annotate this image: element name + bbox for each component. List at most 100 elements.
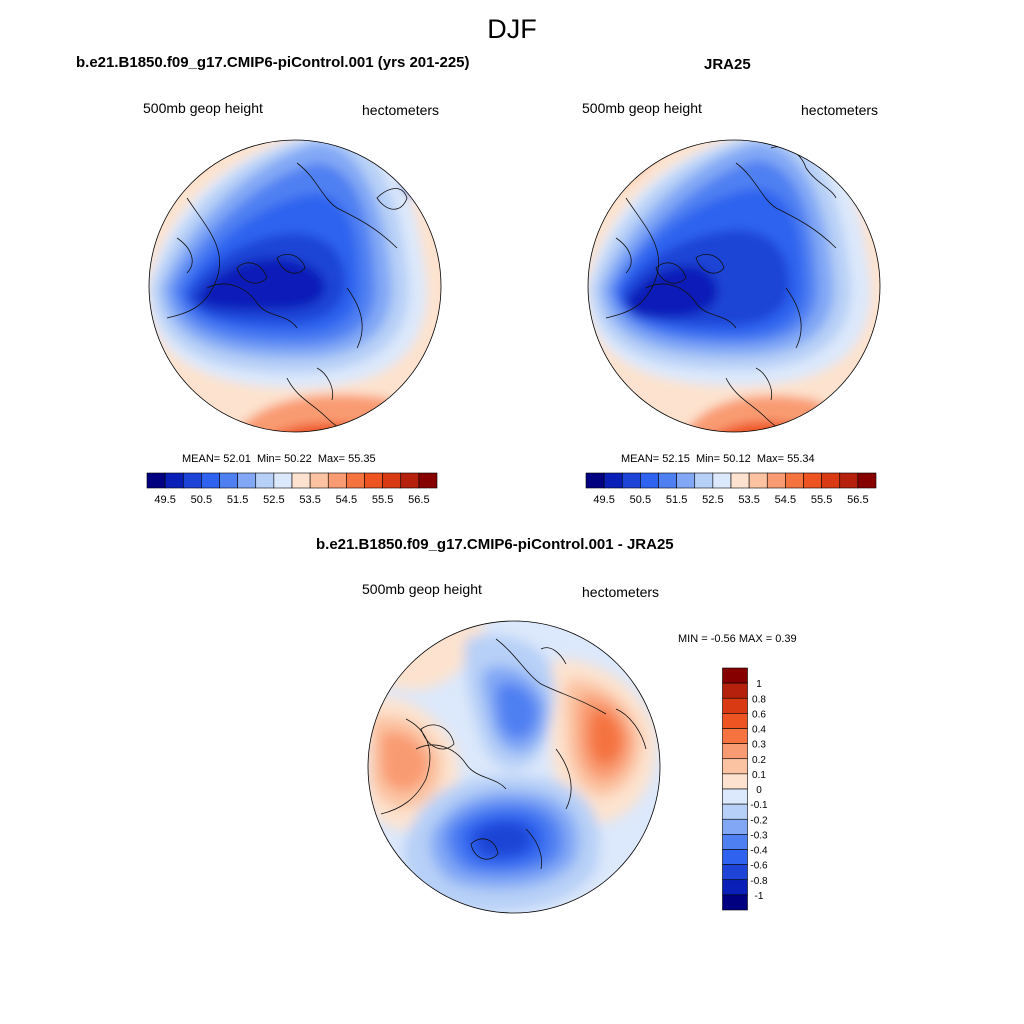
panel1-stats: MEAN= 52.01 Min= 50.22 Max= 55.35 (182, 453, 376, 465)
panel1-colorbar-tick: 55.5 (372, 494, 393, 506)
panel3-title: b.e21.B1850.f09_g17.CMIP6-piControl.001 … (316, 536, 674, 553)
panel2-mean: 52.15 (662, 453, 690, 465)
panel2-colorbar-box (821, 472, 841, 489)
panel2-max: 55.34 (787, 453, 815, 465)
panel3-colorbar-tick: 0.4 (752, 725, 766, 736)
panel1-colorbar-box (182, 472, 202, 489)
panel2-colorbar-box (640, 472, 659, 489)
panel3-colorbar-box (722, 834, 748, 850)
panel1-colorbar-tick: 56.5 (408, 494, 429, 506)
panel2-units-label: hectometers (801, 102, 879, 118)
panel2-colorbar-box (748, 472, 768, 489)
panel1-colorbar-box (309, 472, 329, 489)
panel1-colorbar-tick: 54.5 (336, 494, 357, 506)
panel2-variable-label: 500mb geop height (582, 100, 702, 116)
panel3-colorbar-tick: 0.1 (752, 770, 766, 781)
panel3-colorbar-box (722, 682, 748, 699)
panel1-colorbar-box (291, 472, 311, 489)
panel2-colorbar-box (730, 472, 750, 489)
panel1-variable-label: 500mb geop height (143, 100, 263, 116)
panel3-colorbar-box (722, 879, 748, 896)
panel1-colorbar-box (382, 472, 402, 489)
panel2-colorbar-box (712, 472, 732, 489)
panel2-colorbar-box (857, 472, 877, 489)
panel1-map (148, 139, 442, 433)
panel2-colorbar-tick: 55.5 (811, 494, 832, 506)
panel1-max: 55.35 (348, 453, 376, 465)
season-title: DJF (487, 14, 537, 44)
panel3-colorbar-tick: -0.3 (750, 830, 768, 841)
panel3-colorbar-box (722, 667, 748, 684)
panel1-colorbar-box (364, 472, 383, 489)
panel3-colorbar-tick: -0.4 (750, 846, 768, 857)
panel2-colorbar-box (766, 472, 786, 489)
panel3-colorbar-box (722, 758, 748, 775)
panel1-colorbar-box (237, 472, 257, 489)
panel3-units-label: hectometers (582, 584, 660, 600)
panel3-colorbar-tick: -0.2 (750, 815, 768, 826)
panel2-colorbar-tick: 51.5 (666, 494, 687, 506)
panel3-colorbar-tick: -1 (755, 891, 764, 902)
panel1-colorbar-box (346, 472, 365, 489)
panel2-stats: MEAN= 52.15 Min= 50.12 Max= 55.34 (621, 453, 815, 465)
panel3-colorbar-box (722, 788, 748, 805)
panel1-min: 50.22 (284, 453, 312, 465)
panel2-colorbar-tick: 50.5 (630, 494, 651, 506)
panel1-colorbar-box (418, 472, 438, 489)
panel2-colorbar-tick: 49.5 (593, 494, 614, 506)
panel1-colorbar-tick: 52.5 (263, 494, 284, 506)
panel1-colorbar-box (273, 472, 293, 489)
panel3-colorbar-box (722, 713, 748, 729)
panel3-colorbar-box (722, 728, 748, 744)
panel2-colorbar-tick: 56.5 (847, 494, 868, 506)
panel1-colorbar-box (146, 472, 166, 489)
panel3-colorbar-tick: 0.2 (752, 755, 766, 766)
panel3-colorbar-tick: -0.1 (750, 800, 768, 811)
panel2-map (587, 139, 881, 433)
panel2-colorbar-box (785, 472, 804, 489)
panel3-colorbar-tick: 0 (756, 785, 762, 796)
panel2-colorbar: 49.5 50.5 51.5 52.5 53.5 54.5 55.5 56.5 (585, 472, 877, 506)
panel3-variable-label: 500mb geop height (362, 581, 482, 597)
panel1-colorbar-box (164, 472, 184, 489)
panel1-colorbar-tick: 49.5 (154, 494, 175, 506)
panel2-colorbar-box (621, 472, 641, 489)
panel3-colorbar-box (722, 697, 748, 714)
panel2-colorbar-tick: 52.5 (702, 494, 723, 506)
panel2-colorbar-tick: 54.5 (775, 494, 796, 506)
panel3-colorbar-box (722, 818, 748, 835)
panel1-colorbar-tick: 50.5 (191, 494, 212, 506)
panel3-colorbar-tick: 1 (756, 679, 762, 690)
panel3-map (367, 620, 661, 914)
panel1-units-label: hectometers (362, 102, 440, 118)
panel3-colorbar: 1 0.8 0.6 0.4 0.3 0.2 0.1 0 -0.1 -0.2 -0.3 -0.4 -0.6… (722, 667, 768, 911)
panel3-colorbar-box (722, 803, 748, 820)
panel2-colorbar-box (603, 472, 623, 489)
panel3-stats: MIN = -0.56 MAX = 0.39 (678, 633, 797, 645)
panel3-colorbar-tick: 0.3 (752, 740, 766, 751)
panel2-colorbar-box (803, 472, 822, 489)
panel3-colorbar-box (722, 894, 748, 911)
panel3-colorbar-tick: 0.6 (752, 709, 766, 720)
panel1-colorbar-box (400, 472, 420, 489)
panel1-colorbar: 49.5 50.5 51.5 52.5 53.5 54.5 55.5 56.5 (146, 472, 438, 506)
panel1-colorbar-tick: 51.5 (227, 494, 248, 506)
panel2-min: 50.12 (723, 453, 751, 465)
panel2-colorbar-box (585, 472, 605, 489)
panel3-colorbar-box (722, 743, 748, 760)
panel3-colorbar-tick: -0.6 (750, 861, 768, 872)
panel1-colorbar-box (255, 472, 275, 489)
panel3-colorbar-tick: -0.8 (750, 876, 768, 887)
panel3-colorbar-box (722, 849, 748, 865)
panel2-title: JRA25 (704, 56, 751, 73)
panel1-title: b.e21.B1850.f09_g17.CMIP6-piControl.001 … (76, 54, 470, 71)
panel2-colorbar-box (694, 472, 714, 489)
panel1-colorbar-box (201, 472, 220, 489)
panel2-colorbar-box (839, 472, 859, 489)
panel2-colorbar-box (676, 472, 696, 489)
panel1-colorbar-tick: 53.5 (299, 494, 320, 506)
panel3-colorbar-box (722, 773, 748, 790)
panel3-colorbar-tick: 0.8 (752, 694, 766, 705)
panel2-colorbar-tick: 53.5 (738, 494, 759, 506)
panel1-mean: 52.01 (223, 453, 251, 465)
